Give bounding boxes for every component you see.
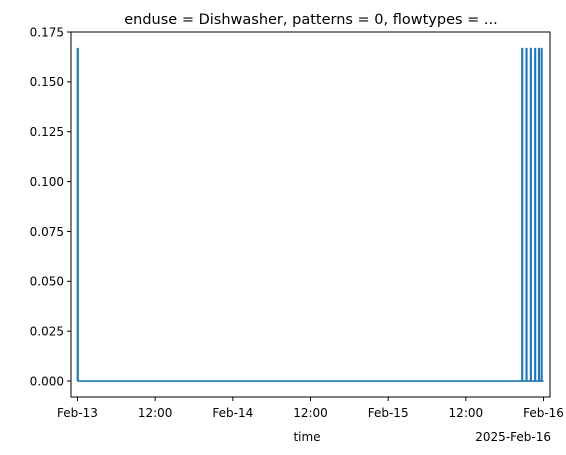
x-tick-label: Feb-13 bbox=[57, 406, 98, 420]
x-axis-label: time bbox=[293, 430, 320, 444]
x-tick-label: 12:00 bbox=[449, 406, 484, 420]
x-tick-label: 12:00 bbox=[138, 406, 173, 420]
x-tick-label: Feb-14 bbox=[212, 406, 253, 420]
y-tick-label: 0.025 bbox=[30, 324, 64, 338]
x-tick-label: Feb-16 bbox=[523, 406, 564, 420]
y-tick-label: 0.100 bbox=[30, 175, 64, 189]
y-tick-label: 0.075 bbox=[30, 225, 64, 239]
chart-title: enduse = Dishwasher, patterns = 0, flowt… bbox=[124, 12, 498, 28]
x-tick-label: 12:00 bbox=[293, 406, 328, 420]
y-tick-label: 0.150 bbox=[30, 75, 64, 89]
x-axis-offset-label: 2025-Feb-16 bbox=[475, 430, 551, 444]
y-tick-label: 0.000 bbox=[30, 374, 64, 388]
x-tick-label: Feb-15 bbox=[368, 406, 409, 420]
y-tick-label: 0.125 bbox=[30, 125, 64, 139]
y-tick-label: 0.175 bbox=[30, 25, 64, 39]
y-tick-label: 0.050 bbox=[30, 275, 64, 289]
